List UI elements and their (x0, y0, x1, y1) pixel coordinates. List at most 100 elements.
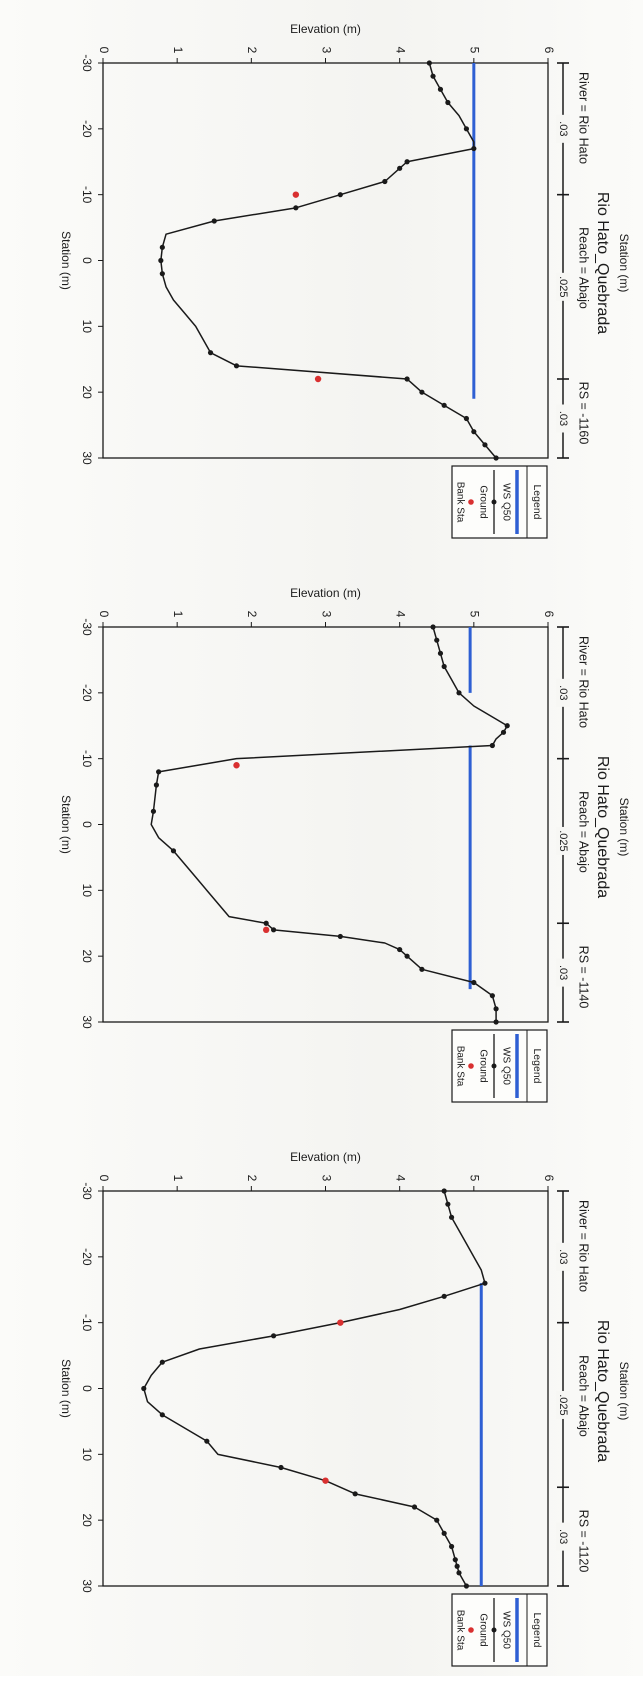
ground-line (143, 1190, 486, 1587)
ground-point (463, 415, 470, 422)
ground-point (493, 455, 499, 461)
legend-item-ground: Ground (477, 485, 488, 518)
ground-point (382, 178, 388, 185)
ground-point (441, 663, 447, 670)
chart-subtitle-part: RS = -1160 (577, 382, 591, 445)
bank-station-point (292, 191, 300, 198)
ground-point (397, 165, 403, 171)
ground-point (419, 389, 425, 395)
legend-item-ground: Ground (477, 1049, 488, 1082)
legend-title: Legend (531, 484, 543, 519)
ground-point (493, 1019, 499, 1025)
ground-point (159, 1412, 165, 1418)
x-axis-label: Station (m) (59, 231, 73, 290)
y-tick-label: 6 (542, 1175, 556, 1182)
x-tick-label: 30 (80, 1015, 94, 1029)
manning-label: .03 (557, 121, 569, 136)
y-axis-label: Elevation (m) (290, 1150, 361, 1164)
x-tick-label: 20 (80, 1513, 94, 1527)
legend-box (451, 1593, 548, 1667)
ground-point (437, 86, 444, 92)
chart-panel-1: Station (m) Rio Hato_Quebrada River = Rio … (59, 586, 631, 1103)
ground-point (441, 1293, 447, 1299)
manning-label-bg (556, 958, 570, 987)
ground-point (158, 257, 164, 264)
ground-point (352, 1491, 358, 1497)
manning-label-bg (556, 1390, 570, 1419)
x-tick-label: 20 (80, 385, 94, 399)
ground-point (471, 145, 477, 152)
legend-item-bank: Bank Sta (454, 1610, 465, 1651)
bank-station-point (314, 375, 322, 383)
ground-line (150, 626, 508, 1022)
ground-point (471, 979, 477, 986)
x-tick-label: -20 (80, 1248, 94, 1266)
manning-label: .03 (557, 411, 569, 426)
x-tick-label: 30 (80, 451, 94, 465)
legend-bank-marker (468, 1063, 474, 1069)
x-tick-label: 0 (80, 257, 94, 264)
legend-item-ws: WS Q50 (500, 1047, 511, 1085)
x-tick-label: 10 (80, 884, 94, 898)
ground-point (278, 1464, 284, 1471)
legend-ground-marker (491, 499, 497, 505)
chart-subtitle-part: Reach = Abajo (577, 791, 591, 873)
ground-point (426, 60, 432, 66)
manning-label: .025 (557, 830, 569, 851)
x-tick-label: 30 (80, 1579, 94, 1593)
manning-label-bg (556, 1242, 570, 1271)
ground-point (504, 723, 510, 729)
manning-label: .025 (557, 276, 569, 297)
ground-point (141, 1385, 147, 1392)
ground-point (404, 953, 410, 959)
chart-top-label: Station (m) (617, 234, 631, 293)
chart-subtitle-part: River = Rio Hato (577, 636, 591, 728)
ground-point (471, 429, 477, 435)
ground-point (263, 920, 269, 926)
ground-point (156, 769, 162, 775)
y-tick-label: 6 (542, 47, 556, 54)
ground-point (293, 205, 299, 211)
ground-point (430, 624, 436, 630)
ground-point (159, 1359, 165, 1365)
chart-title: Rio Hato_Quebrada (594, 192, 611, 334)
ground-point (211, 218, 217, 224)
y-tick-label: 3 (319, 1175, 333, 1182)
x-tick-label: -30 (80, 54, 94, 72)
y-tick-label: 4 (393, 47, 407, 54)
ground-point (463, 1583, 470, 1589)
ground-point (452, 1557, 458, 1563)
ground-point (454, 1563, 460, 1569)
ground-point (270, 927, 277, 933)
legend-box (451, 465, 548, 539)
y-axis-label: Elevation (m) (290, 22, 361, 36)
legend-bank-marker (468, 499, 474, 505)
x-tick-label: -20 (80, 684, 94, 702)
manning-label-bg (556, 404, 570, 433)
manning-label: .03 (557, 685, 569, 700)
manning-label-bg (556, 1522, 570, 1551)
ground-point (482, 442, 488, 448)
manning-label: .03 (557, 965, 569, 980)
chart-subtitle-part: RS = -1140 (577, 946, 591, 1009)
chart-panel-0: Station (m) Rio Hato_Quebrada River = Rio … (59, 1150, 631, 1667)
x-tick-label: -20 (80, 120, 94, 138)
bank-station-point (322, 1477, 329, 1484)
legend-bank-marker (468, 1627, 474, 1633)
legend-item-bank: Bank Sta (454, 482, 465, 523)
ground-point (463, 126, 470, 132)
ground-point (448, 1214, 455, 1220)
y-tick-label: 3 (319, 47, 333, 54)
ground-point (493, 1006, 499, 1012)
x-tick-label: 10 (80, 320, 94, 334)
chart-subtitle-part: Reach = Abajo (577, 1355, 591, 1437)
legend: Legend WS Q50 Ground Bank Sta (451, 1593, 548, 1667)
y-tick-label: 1 (171, 47, 185, 54)
legend-item-ws: WS Q50 (500, 483, 511, 521)
x-axis-label: Station (m) (59, 1359, 73, 1418)
ground-point (159, 244, 165, 250)
ground-point (445, 99, 451, 106)
ground-point (434, 637, 440, 643)
